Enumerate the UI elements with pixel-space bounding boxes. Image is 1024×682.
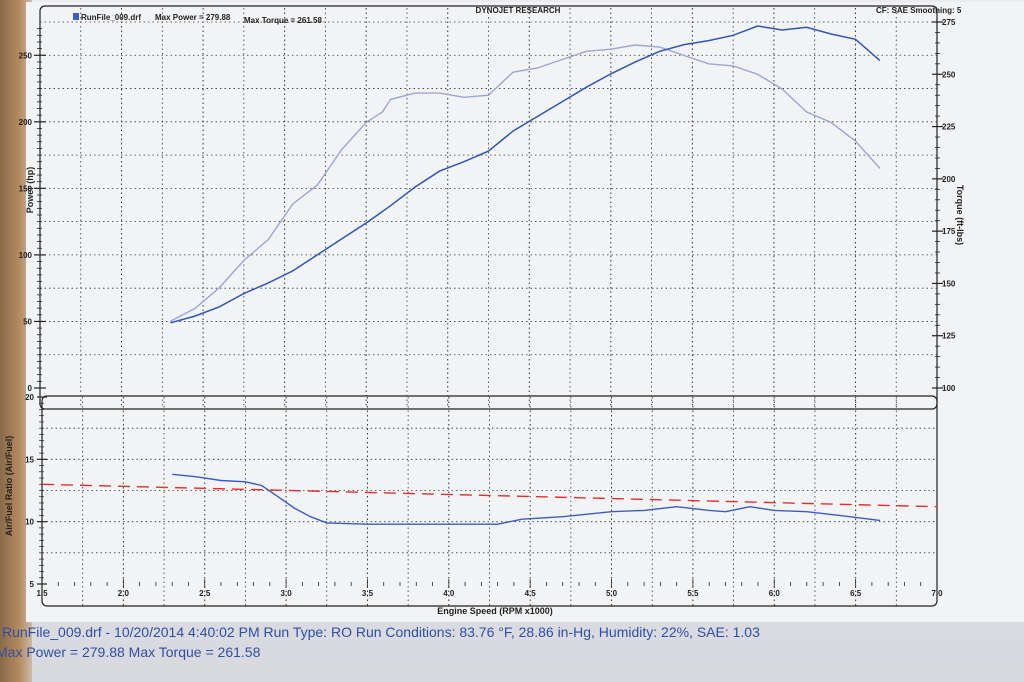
y-axis-title-torque: Torque (ft-lbs): [955, 185, 965, 245]
torque-tick-label: 275: [942, 18, 956, 27]
power-tick-label: 0: [28, 384, 33, 393]
afr-tick-label: 15: [25, 455, 34, 464]
torque-line: [170, 44, 881, 322]
paper-sheet: [26, 2, 1024, 622]
axis-ticks: 0 50 100 150 200 250 100 125 150 175 200 225 250 275 5…: [19, 18, 956, 598]
torque-tick-label: 200: [942, 175, 956, 184]
target-afr-line: [41, 483, 938, 508]
x-tick-label: 6.0: [769, 589, 781, 598]
afr-frame: [41, 395, 938, 607]
header-max-torque: Max Torque = 261.58: [244, 16, 322, 25]
x-tick-label: 7.0: [931, 589, 943, 598]
x-tick-label: 4.0: [443, 589, 455, 598]
power-tick-label: 200: [19, 118, 33, 127]
power-tick-label: 50: [23, 317, 32, 326]
torque-tick-label: 250: [942, 70, 956, 79]
y-axis-title-afr: Air/Fuel Ratio (Air/Fuel): [4, 436, 14, 537]
x-tick-label: 1.5: [36, 589, 48, 598]
power-tick-label: 100: [19, 251, 33, 260]
series-lines: [41, 25, 938, 525]
power-tick-label: 250: [19, 51, 33, 60]
y-axis-title-power: Power (hp): [25, 167, 35, 214]
x-tick-label: 3.5: [362, 589, 374, 598]
power-tick-label: 150: [19, 184, 33, 193]
footer-run-info: RunFile_009.drf - 10/20/2014 4:40:02 PM …: [2, 624, 760, 640]
afr-line: [172, 473, 881, 525]
header-max-power: Max Power = 279.88: [155, 13, 231, 22]
torque-tick-label: 175: [942, 227, 956, 236]
afr-tick-label: 5: [30, 580, 35, 589]
x-tick-label: 2.5: [199, 589, 211, 598]
x-tick-label: 5.5: [687, 589, 699, 598]
power-line: [170, 25, 881, 324]
x-axis-title: Engine Speed (RPM x1000): [437, 606, 553, 616]
torque-tick-label: 225: [942, 123, 956, 132]
x-tick-label: 6.5: [850, 589, 862, 598]
x-tick-label: 4.5: [525, 589, 537, 598]
footer-max-values: Max Power = 279.88 Max Torque = 261.58: [0, 644, 261, 660]
x-tick-label: 3.0: [281, 589, 293, 598]
afr-tick-label: 10: [25, 518, 34, 527]
afr-tick-label: 20: [25, 393, 34, 402]
header-brand: DYNOJET RESEARCH: [476, 6, 561, 15]
torque-tick-label: 150: [942, 279, 956, 288]
header-corner: CF: SAE Smoothing: 5: [876, 6, 962, 15]
top-grid: [40, 8, 937, 409]
header-run-file: RunFile_009.drf: [81, 13, 141, 22]
torque-tick-label: 125: [942, 332, 956, 341]
x-tick-label: 2.0: [118, 589, 130, 598]
torque-tick-label: 100: [942, 384, 956, 393]
paper: [26, 2, 1024, 622]
x-tick-label: 5.0: [606, 589, 618, 598]
file-icon: [73, 13, 79, 20]
